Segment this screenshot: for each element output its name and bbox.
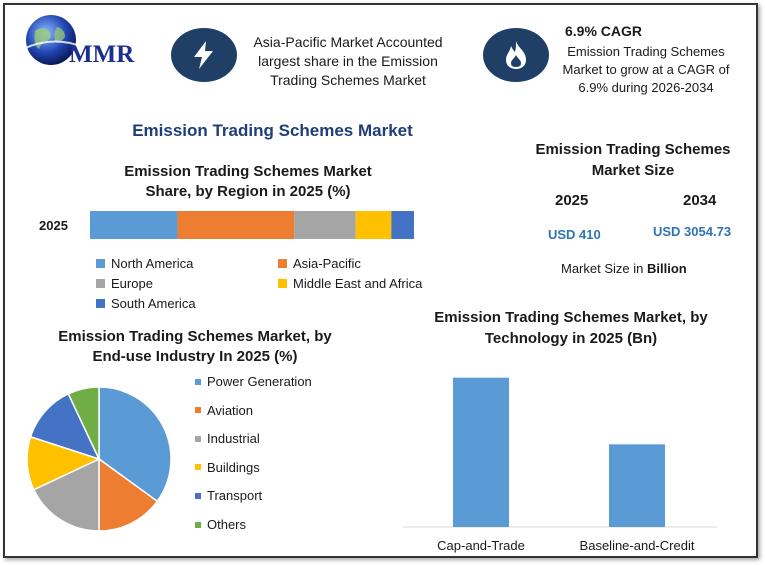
legend-label: Power Generation <box>207 374 312 390</box>
infographic-frame: MMR Asia-Pacific Market Accounted larges… <box>3 3 758 558</box>
region-chart-title: Emission Trading Schemes Market Share, b… <box>124 163 372 200</box>
region-legend-item-middle-east-and-africa: Middle East and Africa <box>278 275 422 291</box>
pie-slice-aviation <box>98 457 159 532</box>
technology-bar-chart: Cap-and-Trade Baseline-and-Credit <box>403 377 717 553</box>
pie-legend-item-industrial: Industrial <box>195 430 260 446</box>
legend-label: Asia-Pacific <box>293 256 361 272</box>
pie-slice-power-generation <box>98 386 172 503</box>
pie-legend-item-transport: Transport <box>195 487 262 503</box>
legend-label: Transport <box>207 488 263 504</box>
region-bar-segment-asia-pacific <box>177 211 295 239</box>
market-size-year-2034: 2034 <box>683 192 717 209</box>
end-use-pie-chart <box>26 386 172 532</box>
market-size-value-2025: USD 410 <box>548 227 601 242</box>
technology-bar-baseline-and-credit <box>609 444 665 527</box>
market-size-title: Emission Trading Schemes Market Size <box>535 141 731 179</box>
region-bar-segment-middle-east-and-africa <box>355 211 392 239</box>
legend-label: Europe <box>111 276 153 292</box>
flame-icon <box>506 41 526 69</box>
lightning-bolt-icon <box>194 41 213 69</box>
pie-slice-industrial <box>32 457 100 532</box>
region-stacked-bar <box>90 211 414 239</box>
legend-label: Buildings <box>207 459 260 475</box>
market-size-note-prefix: Market Size in <box>561 261 647 276</box>
legend-swatch <box>195 464 201 471</box>
legend-swatch <box>195 378 201 385</box>
region-legend-item-south-america: South America <box>96 295 196 311</box>
market-size-note: Market Size in Billion <box>561 261 687 276</box>
region-legend-item-asia-pacific: Asia-Pacific <box>278 255 361 271</box>
legend-label: Middle East and Africa <box>293 276 423 292</box>
legend-swatch <box>96 299 105 309</box>
legend-swatch <box>96 279 105 289</box>
pie-chart-title: Emission Trading Schemes Market, by End-… <box>58 328 332 365</box>
lightning-badge <box>171 28 237 82</box>
market-size-value-2034: USD 3054.73 <box>653 224 732 239</box>
logo-text: MMR <box>69 41 135 68</box>
technology-tick-label-cap-and-trade: Cap-and-Trade <box>437 538 525 553</box>
region-bar-segment-europe <box>294 211 356 239</box>
region-legend-item-europe: Europe <box>96 275 153 291</box>
technology-chart-title: Emission Trading Schemes Market, by Tech… <box>434 309 708 347</box>
legend-swatch <box>278 259 287 269</box>
legend-swatch <box>278 279 287 289</box>
globe-icon <box>22 15 84 65</box>
pie-legend-item-aviation: Aviation <box>195 402 253 418</box>
legend-swatch <box>195 492 201 499</box>
asia-pacific-note: Asia-Pacific Market Accounted largest sh… <box>253 34 443 88</box>
pie-slice-transport <box>29 392 101 461</box>
legend-label: Industrial <box>207 431 260 447</box>
region-legend-item-north-america: North America <box>96 255 193 271</box>
legend-label: Others <box>207 517 247 533</box>
region-bar-segment-north-america <box>90 211 178 239</box>
market-size-year-2025: 2025 <box>555 192 589 209</box>
legend-label: Aviation <box>207 402 254 418</box>
pie-legend-item-power-generation: Power Generation <box>195 373 312 389</box>
pie-slice-others <box>67 386 100 460</box>
flame-badge <box>483 28 549 82</box>
legend-swatch <box>195 521 201 528</box>
logo: MMR <box>15 13 165 69</box>
legend-swatch <box>195 407 201 414</box>
cagr-note: Emission Trading Schemes Market to grow … <box>562 44 730 95</box>
pie-legend-item-others: Others <box>195 516 246 532</box>
pie-legend-item-buildings: Buildings <box>195 459 260 475</box>
legend-swatch <box>96 259 105 269</box>
legend-label: South America <box>111 296 196 312</box>
region-category-label: 2025 <box>39 218 68 233</box>
legend-label: North America <box>111 256 194 272</box>
region-bar-segment-south-america <box>391 211 414 239</box>
market-size-note-unit: Billion <box>646 261 687 276</box>
technology-bar-cap-and-trade <box>453 377 509 527</box>
main-title: Emission Trading Schemes Market <box>132 121 413 140</box>
cagr-title: 6.9% CAGR <box>565 23 643 39</box>
technology-tick-label-baseline-and-credit: Baseline-and-Credit <box>580 538 695 553</box>
legend-swatch <box>195 435 201 442</box>
